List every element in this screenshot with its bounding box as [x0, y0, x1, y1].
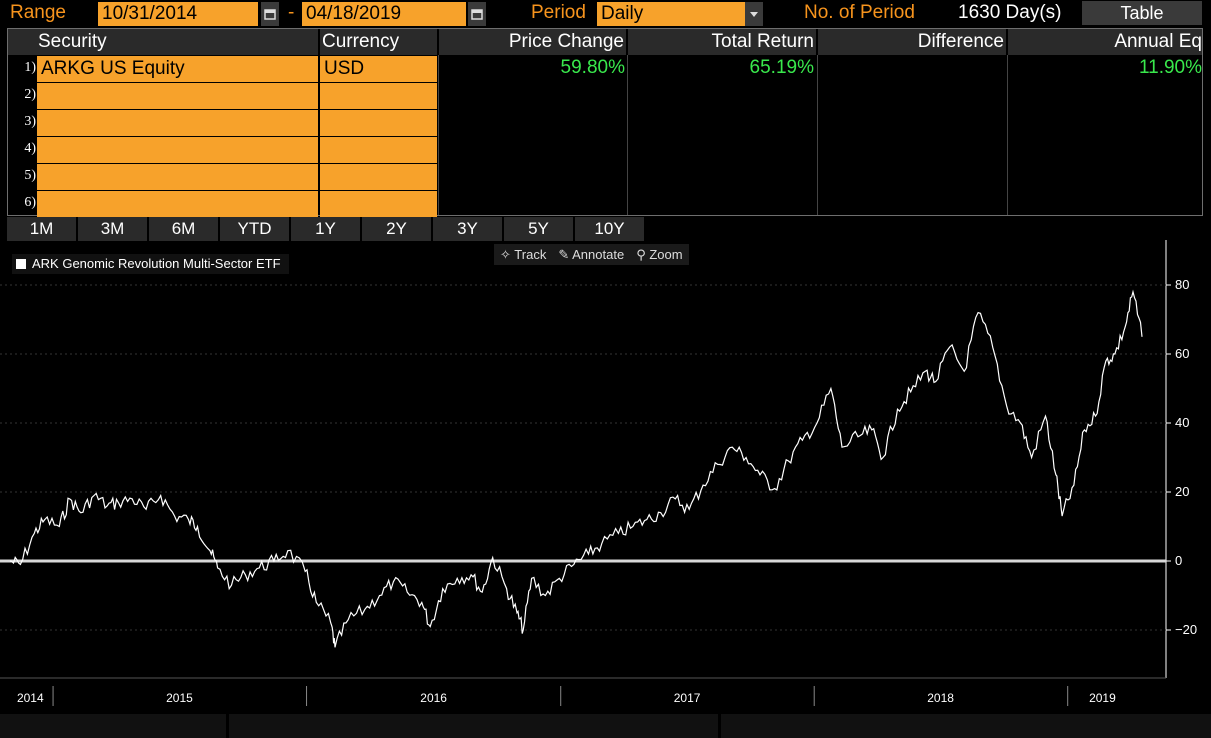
annual-eq-value: 11.90% [1138, 57, 1202, 78]
period-label: Period [531, 2, 586, 23]
end-calendar-icon[interactable] [468, 2, 486, 26]
period-select[interactable]: Daily [597, 2, 745, 26]
period-button-row: 1M 3M 6M YTD 1Y 2Y 3Y 5Y 10Y [7, 217, 646, 241]
track-label: Track [514, 247, 547, 262]
period-button-2y[interactable]: 2Y [362, 217, 431, 241]
security-input[interactable] [37, 110, 318, 136]
start-calendar-icon[interactable] [261, 2, 279, 26]
period-button-6m[interactable]: 6M [149, 217, 218, 241]
currency-input[interactable] [320, 164, 437, 190]
price-chart[interactable]: −20 0 20 40 60 80 2014 2015 2016 2017 2018 2019 [0, 240, 1211, 714]
row-number: 1) [24, 60, 36, 75]
x-year-label: 2016 [420, 691, 447, 705]
y-tick-label: 80 [1175, 277, 1189, 292]
start-date-field[interactable]: 10/31/2014 [98, 2, 258, 26]
x-year-label: 2015 [166, 691, 193, 705]
currency-input[interactable] [320, 191, 437, 217]
pencil-icon: ✎ [558, 247, 570, 262]
chart-toolbar: ✧ Track ✎ Annotate ⚲ Zoom [494, 244, 689, 265]
price-series-line [9, 289, 1143, 648]
row-number: 3) [24, 114, 36, 129]
row-number: 6) [24, 195, 36, 210]
end-date-field[interactable]: 04/18/2019 [302, 2, 466, 26]
header-security[interactable]: Security [8, 29, 318, 55]
row-number: 2) [24, 87, 36, 102]
chevron-down-icon[interactable] [745, 2, 763, 26]
x-year-label: 2019 [1089, 691, 1116, 705]
period-button-1y[interactable]: 1Y [291, 217, 360, 241]
legend-swatch [16, 259, 26, 269]
period-button-5y[interactable]: 5Y [504, 217, 573, 241]
zoom-tool[interactable]: ⚲ Zoom [630, 244, 688, 265]
header-total-return[interactable]: Total Return [628, 29, 816, 55]
y-tick-label: 40 [1175, 415, 1189, 430]
period-button-10y[interactable]: 10Y [575, 217, 644, 241]
x-year-label: 2014 [17, 691, 44, 705]
security-input[interactable] [37, 164, 318, 190]
range-label: Range [10, 2, 66, 23]
header-annual-eq[interactable]: Annual Eq [1008, 29, 1202, 55]
header-price-change[interactable]: Price Change [439, 29, 626, 55]
security-input[interactable] [37, 191, 318, 217]
x-year-label: 2018 [927, 691, 954, 705]
row-number: 5) [24, 168, 36, 183]
header-difference[interactable]: Difference [818, 29, 1006, 55]
track-tool[interactable]: ✧ Track [494, 244, 552, 265]
y-tick-label: −20 [1175, 622, 1197, 637]
no-of-period-label: No. of Period [804, 2, 915, 23]
row-number: 4) [24, 141, 36, 156]
footer-bar [0, 714, 1211, 738]
footer-segment[interactable] [721, 714, 1211, 738]
currency-input[interactable]: USD [320, 56, 437, 82]
legend-label: ARK Genomic Revolution Multi-Sector ETF [32, 256, 281, 271]
securities-table: Security Currency Price Change Total Ret… [7, 28, 1203, 217]
annotate-label: Annotate [572, 247, 625, 262]
y-tick-label: 20 [1175, 484, 1189, 499]
security-input[interactable] [37, 137, 318, 163]
magnifier-icon: ⚲ [636, 247, 646, 262]
price-change-value: 59.80% [560, 57, 625, 78]
y-tick-label: 60 [1175, 346, 1189, 361]
security-input[interactable] [37, 83, 318, 109]
no-of-period-value: 1630 Day(s) [958, 2, 1062, 23]
security-input[interactable]: ARKG US Equity [37, 56, 318, 82]
period-button-3m[interactable]: 3M [78, 217, 147, 241]
footer-segment[interactable] [229, 714, 718, 738]
annotate-tool[interactable]: ✎ Annotate [552, 244, 630, 265]
period-button-ytd[interactable]: YTD [220, 217, 289, 241]
crosshair-icon: ✧ [500, 247, 511, 262]
zoom-label: Zoom [649, 247, 683, 262]
currency-input[interactable] [320, 83, 437, 109]
total-return-value: 65.19% [749, 57, 814, 78]
x-year-label: 2017 [674, 691, 701, 705]
chart-legend[interactable]: ARK Genomic Revolution Multi-Sector ETF [12, 254, 289, 274]
currency-input[interactable] [320, 137, 437, 163]
footer-segment[interactable] [0, 714, 226, 738]
range-dash: - [288, 2, 295, 23]
y-tick-label: 0 [1175, 553, 1182, 568]
period-button-3y[interactable]: 3Y [433, 217, 502, 241]
header-currency[interactable]: Currency [320, 29, 437, 55]
period-button-1m[interactable]: 1M [7, 217, 76, 241]
currency-input[interactable] [320, 110, 437, 136]
table-button[interactable]: Table [1082, 1, 1202, 25]
